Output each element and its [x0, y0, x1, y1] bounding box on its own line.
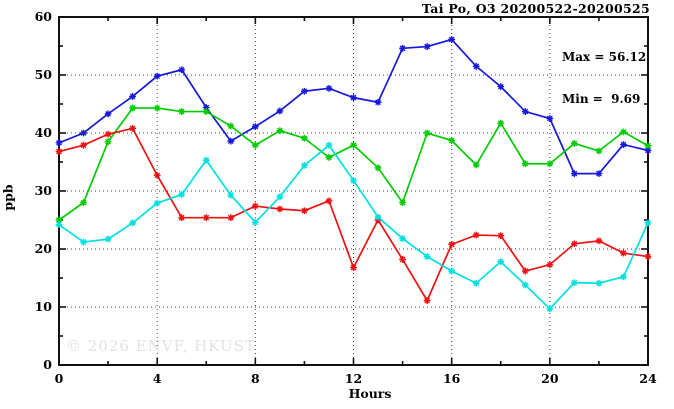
x-tick-label-20: 20	[541, 371, 559, 386]
y-tick-label-30: 30	[34, 183, 52, 198]
x-tick-label-12: 12	[344, 371, 363, 386]
y-tick-label-10: 10	[34, 299, 52, 314]
series-blue	[55, 36, 652, 177]
series-green	[55, 104, 652, 224]
series-markers-cyan	[55, 141, 652, 313]
series-line-green	[58, 107, 649, 221]
y-tick-label-0: 0	[43, 357, 52, 372]
y-tick-label-60: 60	[34, 9, 52, 24]
x-tick-label-24: 24	[639, 371, 657, 386]
watermark-text: © 2026 ENVF, HKUST	[66, 337, 256, 355]
y-tick-label-50: 50	[34, 67, 52, 82]
y-tick-label-20: 20	[34, 241, 52, 256]
maxmin-annotation: Max = 56.12 Min = 9.69	[562, 22, 646, 134]
series-line-red	[58, 127, 649, 303]
gridlines	[59, 17, 648, 365]
chart-title: Tai Po, O3 20200522-20200525	[421, 1, 650, 16]
x-tick-label-8: 8	[250, 371, 260, 386]
x-tick-label-16: 16	[442, 371, 461, 386]
series-markers-green	[55, 104, 652, 224]
x-tick-label-4: 4	[152, 371, 162, 386]
y-tick-label-40: 40	[34, 125, 52, 140]
min-value-label: Min = 9.69	[562, 92, 641, 106]
x-tick-label-0: 0	[54, 371, 64, 386]
series-markers-blue	[55, 36, 652, 177]
max-value-label: Max = 56.12	[562, 50, 647, 64]
x-axis-label: Hours	[348, 386, 392, 401]
series-cyan	[55, 141, 652, 313]
